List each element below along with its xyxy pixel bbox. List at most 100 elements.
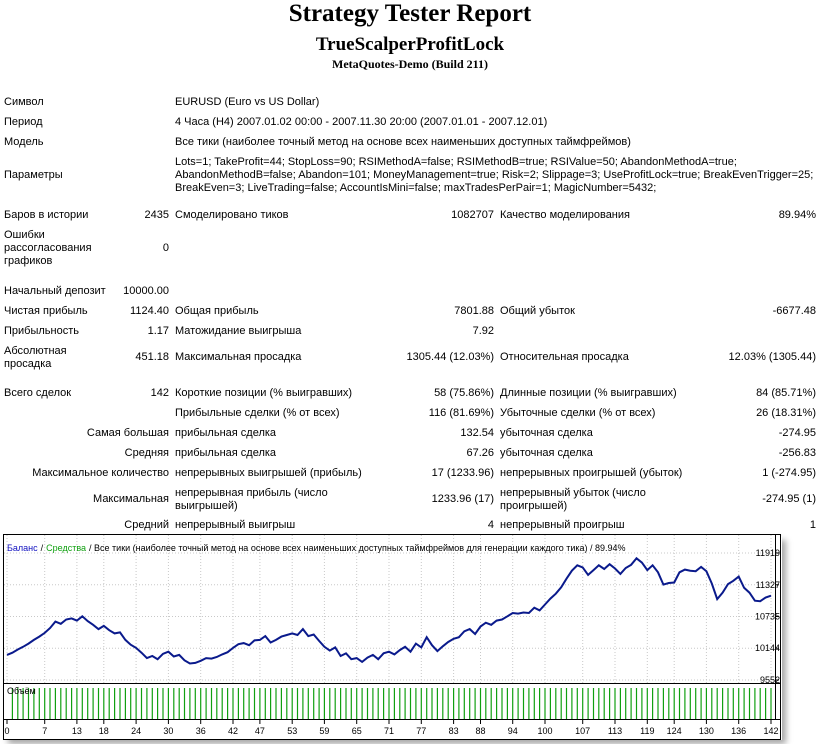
gross-loss-label: Общий убыток — [500, 305, 575, 317]
net-profit-label: Чистая прибыль — [4, 305, 88, 317]
long-positions-value: 84 (85.71%) — [756, 387, 816, 399]
x-tick-label: 47 — [255, 726, 265, 736]
max-consecutive-wins-label: непрерывных выигрышей (прибыль) — [175, 467, 362, 479]
avg-consecutive-losses-label: непрерывный проигрыш — [500, 519, 625, 531]
x-tick-label: 94 — [508, 726, 518, 736]
rel-drawdown-value: 12.03% (1305.44) — [728, 351, 816, 363]
abs-drawdown-label-1: Абсолютная — [4, 345, 67, 357]
x-tick-label: 13 — [72, 726, 82, 736]
x-tick-label: 142 — [763, 726, 778, 736]
average-loss-value: -256.83 — [778, 447, 816, 459]
x-tick-label: 59 — [319, 726, 329, 736]
x-tick-label: 83 — [449, 726, 459, 736]
maximal-profit-label-2: выигрышей) — [175, 500, 238, 512]
ticks-value: 1082707 — [451, 209, 494, 221]
average-profit-label: прибыльная сделка — [175, 447, 277, 459]
x-tick-label: 0 — [4, 726, 9, 736]
largest-profit-value: 132.54 — [460, 427, 494, 439]
max-drawdown-label: Максимальная просадка — [175, 351, 302, 363]
params-line-1: Lots=1; TakeProfit=44; StopLoss=90; RSIM… — [175, 156, 737, 168]
legend-model-info: / Все тики (наиболее точный метод на осн… — [89, 543, 625, 553]
x-tick-label: 30 — [163, 726, 173, 736]
abs-drawdown-label-2: просадка — [4, 358, 52, 370]
y-axis-ticks: 11919 11327 10735 10144 9552 — [755, 548, 780, 685]
x-tick-label: 36 — [196, 726, 206, 736]
x-tick-label: 53 — [287, 726, 297, 736]
x-tick-label: 119 — [640, 726, 654, 736]
average-label: Средняя — [124, 447, 169, 459]
gross-profit-value: 7801.88 — [454, 305, 494, 317]
maximal-loss-label-1: непрерывный убыток (число — [500, 487, 646, 499]
model-label: Модель — [4, 136, 44, 148]
errors-label-1: Ошибки — [4, 229, 45, 241]
volume-bars — [11, 688, 772, 719]
y-tick-label: 10144 — [755, 643, 780, 653]
gross-loss-value: -6677.48 — [772, 305, 816, 317]
x-tick-label: 65 — [352, 726, 362, 736]
params-label: Параметры — [4, 169, 63, 181]
x-axis-ticks: 0 7 13 18 24 30 36 42 47 53 59 65 71 77 83 88 94 100 107 11… — [4, 720, 779, 736]
largest-loss-value: -274.95 — [778, 427, 816, 439]
balance-chart: 11919 11327 10735 10144 9552 0 7 13 18 24 30 36 42 4… — [3, 534, 781, 740]
maximal-label: Максимальная — [93, 493, 169, 505]
bars-value: 2435 — [144, 209, 169, 221]
x-tick-label: 107 — [575, 726, 590, 736]
volume-panel — [3, 683, 781, 720]
y-tick-label: 11327 — [756, 580, 780, 590]
avg-consecutive-wins-value: 4 — [487, 519, 494, 531]
x-tick-label: 42 — [228, 726, 238, 736]
abs-drawdown-value: 451.18 — [135, 351, 169, 363]
short-positions-label: Короткие позиции (% выигравших) — [175, 387, 353, 399]
legend-separator: / — [41, 543, 44, 553]
largest-loss-label: убыточная сделка — [500, 427, 593, 439]
errors-label-2: рассогласования — [4, 242, 92, 254]
params-line-2: AbandonMethodB=false; Abandon=101; Money… — [175, 169, 814, 181]
legend-equity: Средства — [46, 543, 86, 553]
period-value: 4 Часа (H4) 2007.01.02 00:00 - 2007.11.3… — [175, 116, 548, 128]
x-tick-label: 124 — [667, 726, 682, 736]
expert-name: TrueScalperProfitLock — [315, 34, 505, 55]
total-trades-label: Всего сделок — [4, 387, 72, 399]
legend-balance: Баланс — [7, 543, 38, 553]
volume-label: Объём — [7, 686, 36, 696]
x-tick-label: 77 — [416, 726, 426, 736]
x-tick-label: 136 — [731, 726, 746, 736]
profit-trades-value: 116 (81.69%) — [428, 407, 494, 419]
server-build: MetaQuotes-Demo (Build 211) — [332, 57, 488, 71]
maximal-loss-label-2: проигрышей) — [500, 500, 568, 512]
largest-profit-label: прибыльная сделка — [175, 427, 277, 439]
report-title: Strategy Tester Report — [288, 0, 532, 27]
x-tick-label: 24 — [131, 726, 141, 736]
balance-line — [6, 556, 772, 665]
period-label: Период — [4, 116, 43, 128]
maximal-profit-value: 1233.96 (17) — [431, 493, 494, 505]
quality-value: 89.94% — [778, 209, 816, 221]
net-profit-value: 1124.40 — [130, 305, 169, 317]
maximal-loss-value: -274.95 (1) — [762, 493, 816, 505]
max-consecutive-losses-value: 1 (-274.95) — [762, 467, 816, 479]
avg-consecutive-label: Средний — [124, 519, 169, 531]
max-count-label: Максимальное количество — [32, 467, 169, 479]
params-line-3: BreakEven=3; LiveTrading=false; AccountI… — [175, 182, 657, 194]
profit-factor-label: Прибыльность — [4, 325, 79, 337]
expected-payoff-label: Матожидание выигрыша — [175, 325, 302, 337]
deposit-value: 10000.00 — [123, 285, 169, 297]
errors-label-3: графиков — [4, 255, 53, 267]
loss-trades-value: 26 (18.31%) — [756, 407, 816, 419]
y-tick-label: 10735 — [755, 612, 780, 622]
expected-payoff-value: 7.92 — [472, 325, 494, 337]
y-tick-label: 11919 — [756, 548, 780, 558]
max-consecutive-losses-label: непрерывных проигрышей (убыток) — [500, 467, 683, 479]
x-tick-label: 130 — [699, 726, 714, 736]
quality-label: Качество моделирования — [500, 209, 630, 221]
model-value: Все тики (наиболее точный метод на основ… — [175, 136, 631, 148]
avg-consecutive-wins-label: непрерывный выигрыш — [175, 519, 296, 531]
errors-value: 0 — [162, 242, 169, 254]
avg-consecutive-losses-value: 1 — [809, 519, 816, 531]
ticks-label: Смоделировано тиков — [175, 209, 289, 221]
symbol-label: Символ — [4, 96, 44, 108]
x-tick-label: 88 — [475, 726, 485, 736]
x-tick-label: 7 — [42, 726, 47, 736]
x-tick-label: 71 — [384, 726, 394, 736]
max-consecutive-wins-value: 17 (1233.96) — [431, 467, 494, 479]
